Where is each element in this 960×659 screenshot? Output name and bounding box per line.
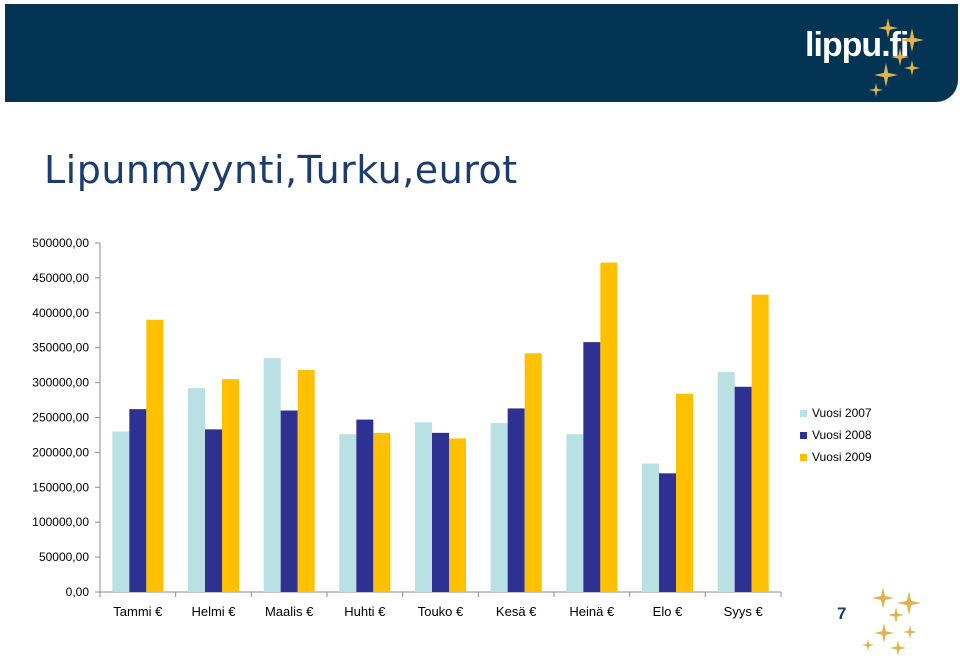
y-tick-label: 0,00 [66,585,90,599]
bar [146,319,164,592]
legend-label: Vuosi 2007 [812,406,872,420]
bar [734,386,752,592]
legend-item-2007: Vuosi 2007 [800,402,872,424]
bar [129,409,147,592]
bar [339,434,357,592]
bar [188,388,205,592]
bar [205,429,222,592]
x-tick-label: Touko € [418,604,464,619]
legend-item-2009: Vuosi 2009 [800,446,872,468]
bar [415,422,432,592]
y-tick-label: 50000,00 [39,550,89,564]
x-tick-label: Huhti € [344,604,386,619]
legend-label: Vuosi 2009 [812,450,872,464]
page-number: 7 [837,604,847,623]
bar [600,262,618,592]
legend-label: Vuosi 2008 [812,428,872,442]
y-tick-label: 400000,00 [32,306,89,320]
y-tick-label: 150000,00 [32,480,89,494]
bar [356,419,374,592]
bar [222,379,239,592]
bar [263,358,281,592]
x-tick-label: Elo € [653,604,683,619]
chart-legend: Vuosi 2007 Vuosi 2008 Vuosi 2009 [800,402,872,468]
x-tick-label: Syys € [724,604,764,619]
bar [280,410,298,592]
x-tick-label: Heinä € [569,604,615,619]
bar [524,353,542,592]
legend-swatch [800,409,807,417]
bar [751,294,769,592]
bar [659,473,676,592]
x-tick-label: Tammi € [113,604,163,619]
bar [432,432,449,592]
legend-swatch [800,453,807,461]
page-title: Lipunmyynti,Turku,eurot [44,148,518,192]
legend-item-2008: Vuosi 2008 [800,424,872,446]
bar [373,432,391,592]
y-tick-label: 200000,00 [32,445,89,459]
bar [717,372,735,592]
bar [583,342,601,592]
bar [490,423,508,592]
bar [112,431,130,592]
bar [507,408,525,592]
x-tick-label: Kesä € [496,604,537,619]
bar [297,370,315,592]
bar [449,438,466,592]
y-tick-label: 100000,00 [32,515,89,529]
y-tick-label: 300000,00 [32,376,89,390]
bar [642,463,659,592]
x-tick-label: Helmi € [191,604,236,619]
legend-swatch [800,431,807,439]
bar [566,434,584,592]
bar [676,393,693,592]
x-tick-label: Maalis € [265,604,314,619]
y-tick-label: 250000,00 [32,411,89,425]
y-tick-label: 350000,00 [32,341,89,355]
y-tick-label: 450000,00 [32,271,89,285]
y-tick-label: 500000,00 [32,236,89,250]
